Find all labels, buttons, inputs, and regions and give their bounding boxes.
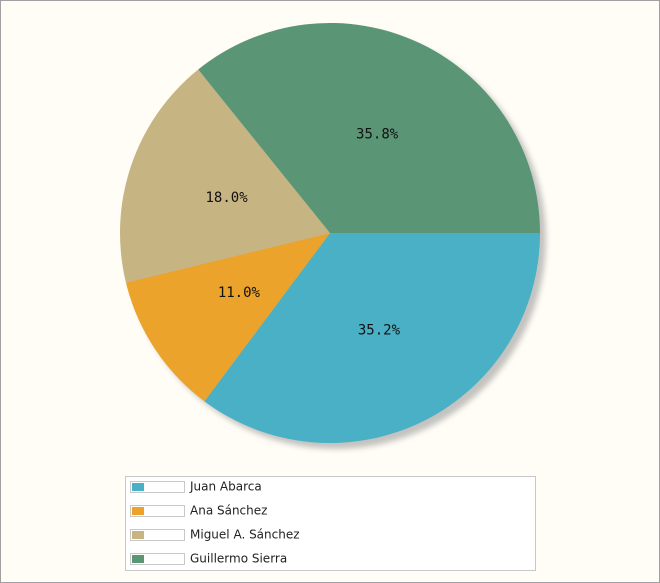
- legend-box: [130, 553, 185, 565]
- legend-box: [130, 481, 185, 493]
- legend-box: [130, 529, 185, 541]
- legend-swatch: [132, 531, 144, 539]
- pie-slice: [120, 69, 330, 283]
- pie-slice: [198, 22, 540, 233]
- slice-label: 18.0%: [205, 190, 248, 206]
- pie-slice: [125, 233, 330, 402]
- legend-swatch: [132, 483, 144, 491]
- legend-label: Guillermo Sierra: [190, 552, 287, 566]
- legend-items: Juan Abarca Ana Sánchez Miguel A. Sánchez G…: [130, 480, 300, 566]
- legend-label: Ana Sánchez: [190, 504, 267, 518]
- slice-label: 11.0%: [218, 285, 261, 301]
- legend-box: [130, 505, 185, 517]
- legend-label: Juan Abarca: [189, 480, 262, 494]
- pie-slice: [204, 233, 541, 444]
- legend-swatch: [132, 555, 144, 563]
- pie: 35.2% 11.0% 18.0% 35.8%: [120, 22, 541, 444]
- legend-swatch: [132, 507, 144, 515]
- slice-label: 35.2%: [358, 323, 401, 339]
- legend: [125, 476, 536, 571]
- legend-label: Miguel A. Sánchez: [190, 528, 300, 542]
- slice-label: 35.8%: [356, 126, 399, 142]
